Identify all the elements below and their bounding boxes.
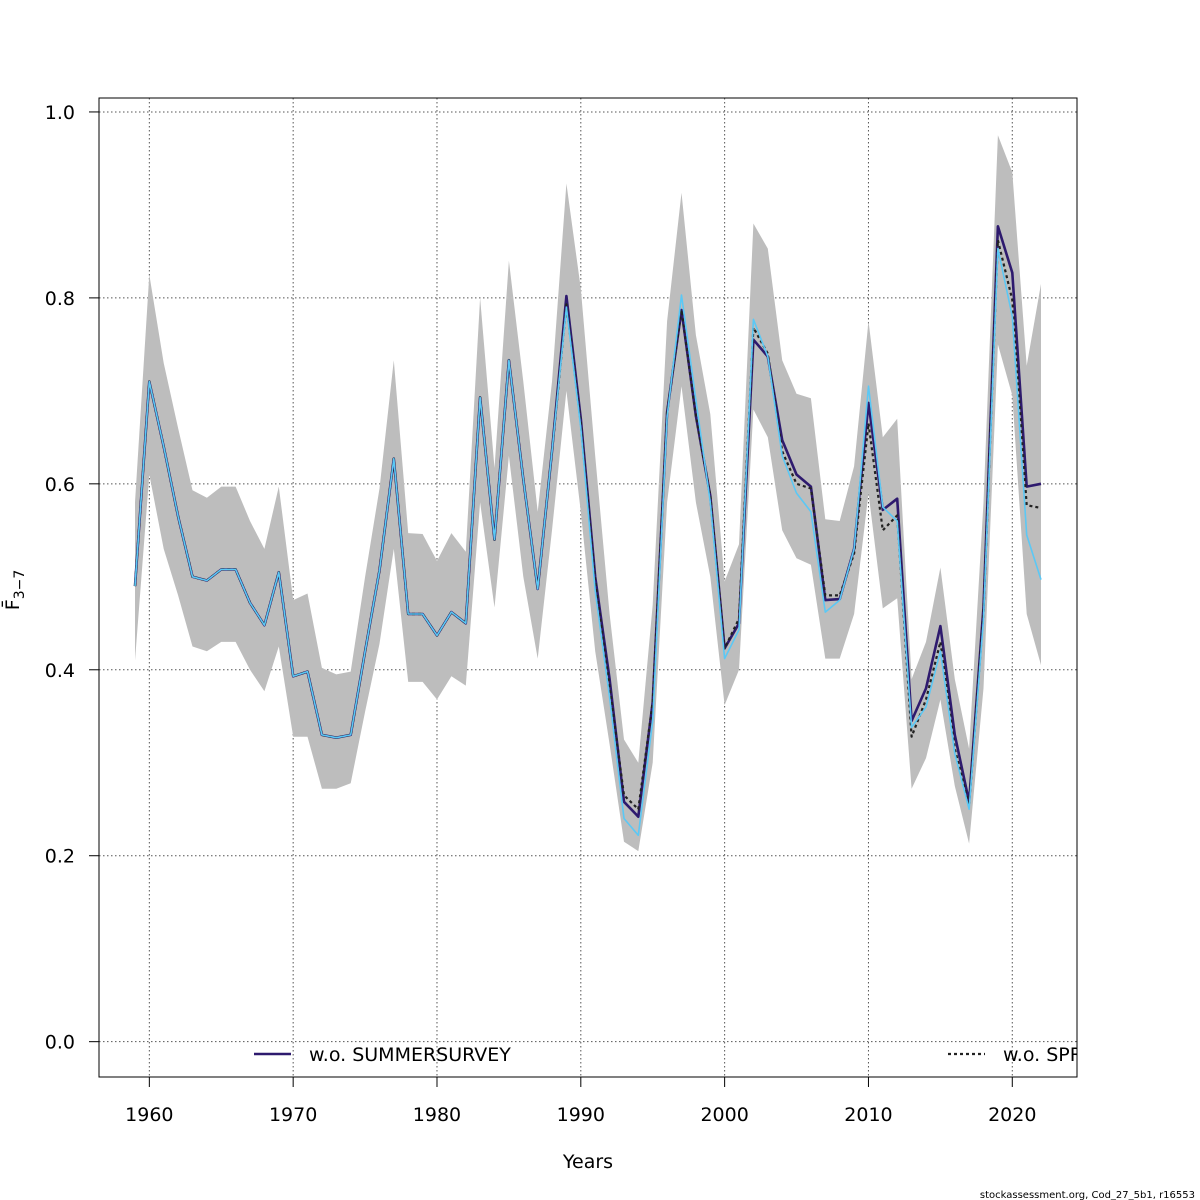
y-axis-label: F̄3−7 (0, 570, 28, 610)
credit-text: stockassessment.org, Cod_27_5b1, r16553 (980, 1190, 1195, 1200)
x-tick-label: 1990 (557, 1104, 605, 1126)
x-tick-label: 2020 (988, 1104, 1036, 1126)
legend-entries: w.o. SUMMERSURVEY w.o. SPR (254, 1044, 1083, 1066)
x-tick-label: 1960 (125, 1104, 173, 1126)
svg-text:F̄3−7: F̄3−7 (0, 570, 28, 610)
y-axis-label-main: F̄ (0, 599, 24, 610)
y-axis-label-subscript: 3−7 (12, 570, 28, 600)
y-tick-label: 1.0 (45, 102, 75, 124)
legend-label-1: w.o. SUMMERSURVEY (309, 1044, 511, 1066)
x-tick-label: 2000 (700, 1104, 748, 1126)
legend-label-2: w.o. SPR (1003, 1044, 1083, 1066)
y-tick-label: 0.2 (45, 846, 75, 868)
x-axis: 1960 1970 1980 1990 2000 2010 2020 (125, 1076, 1036, 1126)
series-layer (133, 225, 1042, 837)
series-line-3 (134, 247, 1042, 837)
x-tick-label: 1970 (269, 1104, 317, 1126)
y-tick-label: 0.6 (45, 474, 75, 496)
x-tick-label: 2010 (844, 1104, 892, 1126)
x-axis-label: Years (562, 1151, 613, 1173)
x-tick-label: 1980 (413, 1104, 461, 1126)
y-tick-label: 0.4 (45, 660, 75, 682)
legend: w.o. SUMMERSURVEY w.o. SPR (254, 1044, 1083, 1066)
y-tick-label: 0.8 (45, 288, 75, 310)
y-axis: 0.0 0.2 0.4 0.6 0.8 1.0 (45, 102, 100, 1054)
y-tick-label: 0.0 (45, 1032, 75, 1054)
